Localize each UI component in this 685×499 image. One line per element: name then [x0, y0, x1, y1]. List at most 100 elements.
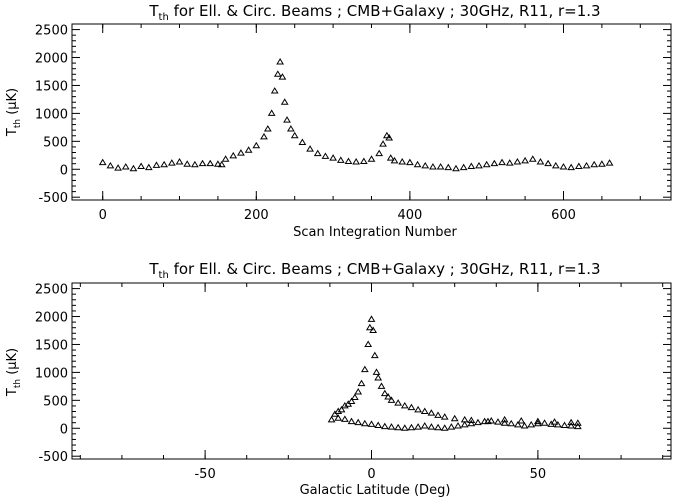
- data-point: [400, 424, 409, 431]
- data-point: [573, 422, 582, 430]
- data-point: [267, 109, 276, 116]
- data-point: [452, 164, 460, 172]
- data-point: [440, 424, 449, 431]
- data-point: [400, 401, 409, 409]
- data-point: [354, 387, 363, 395]
- data-point: [379, 140, 387, 147]
- x-tick-label: -50: [194, 467, 215, 482]
- data-point: [354, 418, 363, 426]
- data-point: [407, 403, 416, 411]
- data-point: [190, 160, 199, 168]
- data-point: [276, 58, 284, 65]
- data-point: [467, 162, 476, 169]
- y-tick-label: 500: [43, 394, 68, 409]
- data-point: [286, 125, 295, 132]
- data-point: [520, 422, 529, 429]
- data-point: [380, 389, 389, 397]
- data-point: [290, 131, 299, 139]
- data-point: [573, 419, 582, 426]
- data-point: [321, 152, 330, 159]
- data-point: [280, 98, 289, 105]
- data-point: [217, 160, 226, 168]
- data-point: [398, 158, 407, 165]
- data-point: [175, 158, 184, 165]
- data-point: [121, 163, 130, 170]
- y-axis-label: Tth (μK): [5, 88, 23, 137]
- data-point: [490, 159, 499, 167]
- data-point: [429, 163, 437, 170]
- data-point: [137, 162, 145, 169]
- data-point: [534, 419, 542, 427]
- x-tick-label: 0: [99, 208, 107, 223]
- data-point: [420, 422, 429, 429]
- data-point: [160, 160, 169, 168]
- data-point: [367, 155, 376, 162]
- data-point: [273, 70, 282, 77]
- data-point: [413, 160, 422, 168]
- data-point: [407, 423, 416, 431]
- data-point: [270, 87, 279, 94]
- x-axis-label: Galactic Latitude (Deg): [300, 483, 451, 498]
- data-point: [365, 323, 374, 331]
- y-tick-label: 1500: [35, 79, 68, 94]
- data-point: [553, 420, 562, 428]
- data-point: [590, 160, 599, 168]
- data-point: [414, 405, 422, 413]
- data-point: [313, 149, 322, 157]
- data-point: [334, 414, 343, 421]
- data-point: [494, 418, 502, 425]
- data-point: [375, 149, 384, 157]
- data-point: [344, 157, 353, 164]
- x-axis: 0 200 400 600: [99, 24, 641, 223]
- data-point: [98, 158, 107, 166]
- data-point: [467, 416, 476, 423]
- data-point: [440, 413, 449, 420]
- data-point: [129, 164, 138, 172]
- data-point: [327, 415, 336, 423]
- data-point: [352, 158, 361, 165]
- x-axis: -50 0 50: [79, 283, 664, 482]
- data-point: [475, 161, 483, 169]
- panel-top: Tth for Ell. & Circ. Beams ; CMB+Galaxy …: [5, 2, 672, 240]
- data-point: [221, 155, 230, 162]
- panel-bottom: Tth for Ell. & Circ. Beams ; CMB+Galaxy …: [5, 260, 672, 498]
- data-point: [474, 418, 482, 426]
- data-point: [547, 420, 556, 427]
- data-point: [350, 393, 359, 401]
- data-point: [198, 159, 207, 167]
- x-tick-label: 50: [530, 467, 547, 482]
- data-point: [444, 163, 453, 171]
- data-point: [500, 415, 509, 423]
- data-series: [98, 58, 614, 172]
- data-point: [387, 396, 396, 403]
- data-point: [528, 155, 537, 162]
- data-point: [505, 159, 514, 166]
- plot-frame: [71, 282, 672, 460]
- data-point: [394, 423, 403, 431]
- plot-border: [71, 282, 672, 460]
- data-point: [421, 161, 430, 169]
- data-point: [370, 351, 379, 359]
- y-tick-label: 2500: [35, 24, 68, 39]
- data-point: [167, 159, 176, 166]
- data-point: [387, 423, 396, 430]
- data-point: [152, 161, 161, 168]
- data-point: [459, 163, 468, 171]
- data-point: [329, 154, 337, 161]
- data-point: [559, 163, 568, 170]
- data-point: [252, 141, 261, 149]
- data-point: [372, 368, 381, 375]
- chart-title: Tth for Ell. & Circ. Beams ; CMB+Galaxy …: [148, 2, 600, 23]
- data-point: [244, 146, 253, 153]
- data-point: [367, 315, 376, 322]
- data-point: [369, 326, 378, 333]
- data-point: [360, 365, 369, 373]
- data-point: [582, 161, 591, 169]
- data-point: [386, 154, 395, 161]
- plot-border: [71, 23, 672, 201]
- data-point: [460, 420, 469, 428]
- y-tick-label: 2500: [35, 283, 68, 298]
- data-point: [567, 422, 576, 429]
- data-point: [347, 397, 356, 404]
- data-point: [434, 411, 442, 418]
